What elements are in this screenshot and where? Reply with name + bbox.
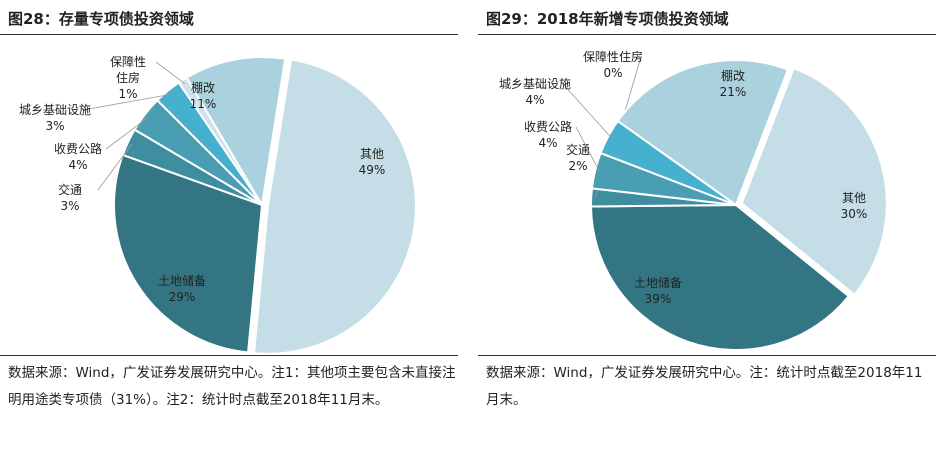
slice-label: 收费公路 4% [54,141,102,172]
slice-label: 土地储备 29% [158,273,206,304]
note-divider [0,355,458,356]
pie-slice [616,59,790,207]
chart-panel-stock: 图28：存量专项债投资领域 其他 49% 土地储备 29% 交通 3% 收费公路 4% 城乡基础… [0,0,460,454]
leader-line [97,143,133,191]
chart-title: 图28：存量专项债投资领域 [8,10,194,28]
chart-panel-new: 图29：2018年新增专项债投资领域 其他 30% 土地储备 39% 交通 2% 收费公路 4… [478,0,939,454]
slice-label: 棚改 11% [190,80,217,111]
slice-label: 城乡基础设施 4% [499,77,571,107]
leader-line [82,93,171,111]
note-divider [478,355,936,356]
slice-label: 其他 49% [359,147,386,177]
pie-chart-new: 其他 30% 土地储备 39% 交通 2%收费公路 4% 城乡基础设施 4% 保障性住房 0% 棚改 2… [499,49,888,351]
slice-label: 保障性住房 1% [110,54,146,101]
pie-slice [185,56,287,208]
pie-slice [589,203,851,351]
source-note: 数据来源：Wind，广发证券发展研究中心。注1：其他项主要包含未直接注明用途类专… [8,365,456,408]
slice-label: 其他 30% [841,191,868,221]
leader-line [575,126,600,172]
leader-line [105,116,149,150]
slice-label: 交通 2% [566,142,590,173]
source-note: 数据来源：Wind，广发证券发展研究中心。注：统计时点截至2018年11月末。 [486,365,923,408]
leader-line [155,61,186,85]
slice-label: 保障性住房 0% [583,49,643,80]
pie-slice [740,66,888,297]
pie-chart-stock: 其他 49% 土地储备 29% 交通 3% 收费公路 4% 城乡基础设施 3% 保障性住房 1% 棚改 1… [19,54,417,355]
leader-line [562,83,613,139]
title-divider [0,34,458,35]
chart-title: 图29：2018年新增专项债投资领域 [486,10,729,28]
title-divider [478,34,936,35]
slice-label: 棚改 21% [720,68,747,99]
slice-label: 收费公路 4% [524,119,572,150]
pie-slice [252,58,417,355]
slice-label: 土地储备 39% [634,275,682,306]
pie-slice [113,153,264,354]
slice-label: 城乡基础设施 3% [19,103,91,133]
slice-label: 交通 3% [58,182,82,213]
